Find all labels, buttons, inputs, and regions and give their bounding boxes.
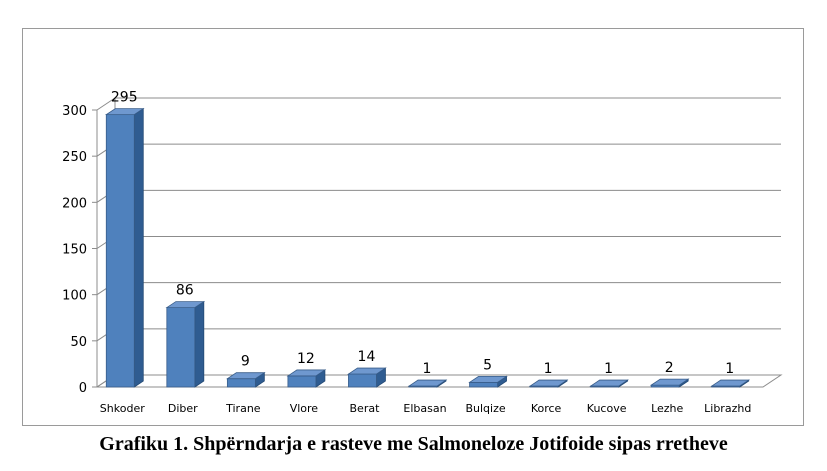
data-label: 1 xyxy=(604,361,613,377)
bar xyxy=(468,375,508,388)
bar xyxy=(528,379,569,388)
bar xyxy=(286,369,327,388)
bar-top xyxy=(104,108,145,116)
data-label: 12 xyxy=(297,351,315,367)
bar-top xyxy=(589,379,629,387)
data-label: 1 xyxy=(423,361,432,377)
bar-side xyxy=(194,300,205,388)
data-label: 14 xyxy=(358,349,376,365)
bar-front xyxy=(226,378,256,388)
data-label: 2 xyxy=(665,360,674,376)
x-tick-label: Bulqize xyxy=(465,402,505,415)
chart-frame xyxy=(22,28,804,426)
y-tick-label: 100 xyxy=(62,289,87,304)
figure-caption: Grafiku 1. Shpërndarja e rasteve me Salm… xyxy=(99,433,728,455)
x-tick-labels: Shkoder Diber Tirane Vlore Berat Elbasan Bulqi… xyxy=(100,402,752,415)
y-tick-label: 250 xyxy=(62,150,87,165)
y-tick-label: 150 xyxy=(62,243,87,258)
bars xyxy=(104,107,751,388)
bar-top xyxy=(528,379,569,387)
x-tick-label: Tirane xyxy=(225,402,261,415)
bar-top xyxy=(710,379,751,387)
bar xyxy=(710,379,751,388)
y-tick-label: 200 xyxy=(62,196,87,211)
y-tick-labels: 0 50 100 150 200 250 300 xyxy=(62,104,87,396)
bar-top xyxy=(165,301,206,308)
x-tick-label: Vlore xyxy=(290,402,319,415)
bar-side xyxy=(133,107,144,388)
x-tick-label: Elbasan xyxy=(403,402,446,415)
bar-front xyxy=(469,381,498,388)
y-tick-label: 50 xyxy=(70,335,87,350)
x-tick-label: Lezhe xyxy=(651,402,683,415)
y-tick-label: 0 xyxy=(79,381,87,396)
bar-front xyxy=(105,114,135,388)
bar-top xyxy=(468,375,508,383)
bar-front xyxy=(348,373,377,388)
bar xyxy=(407,379,448,388)
x-tick-label: Diber xyxy=(168,402,198,415)
data-label: 1 xyxy=(544,361,553,377)
x-tick-label: Korce xyxy=(531,402,562,415)
bar-top xyxy=(347,367,387,375)
gridline-depth xyxy=(96,97,116,111)
x-tick-label: Kucove xyxy=(587,402,627,415)
bar-top xyxy=(649,378,690,386)
x-tick-label: Shkoder xyxy=(100,402,145,415)
bar-top xyxy=(407,379,448,387)
bar xyxy=(104,107,145,388)
bar-top xyxy=(286,369,327,377)
data-label: 295 xyxy=(111,90,138,106)
bar xyxy=(649,378,690,388)
bar xyxy=(589,379,629,388)
data-label: 86 xyxy=(176,283,194,299)
data-label: 9 xyxy=(241,354,250,370)
data-label: 1 xyxy=(725,361,734,377)
bar-top xyxy=(226,372,266,380)
x-tick-label: Librazhd xyxy=(704,402,751,415)
bar xyxy=(226,371,266,388)
data-label: 5 xyxy=(483,357,492,373)
bar xyxy=(347,367,387,388)
bar xyxy=(165,300,206,388)
y-tick-label: 300 xyxy=(62,104,87,119)
x-tick-label: Berat xyxy=(350,402,381,415)
bar-front xyxy=(166,307,196,388)
bar-front xyxy=(287,375,317,388)
